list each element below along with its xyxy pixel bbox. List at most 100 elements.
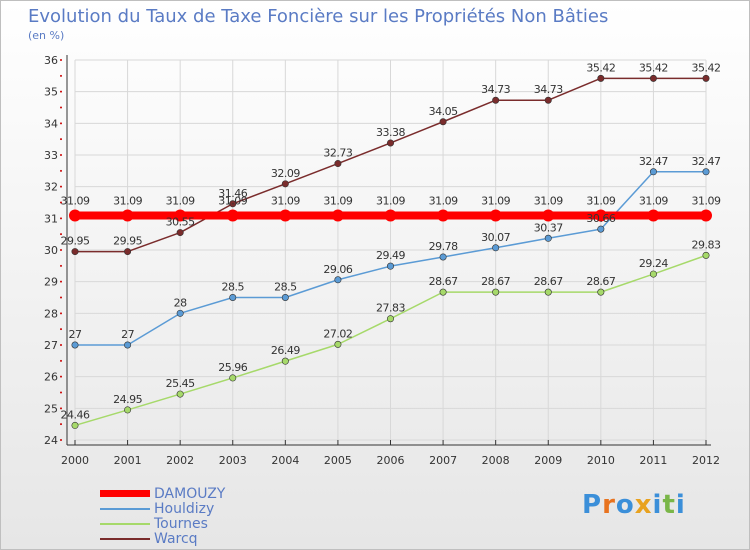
data-point-houldizy: [597, 225, 605, 233]
logo-letter: i: [675, 490, 686, 520]
y-tick-label: 26: [44, 371, 58, 384]
data-point-damouzy: [226, 209, 239, 222]
data-label: 24.46: [61, 408, 90, 421]
data-label: 34.73: [534, 83, 563, 96]
y-minor-dot: [60, 423, 62, 426]
data-label: 32.73: [323, 147, 352, 160]
data-point-damouzy: [542, 209, 555, 222]
data-label: 30.07: [481, 231, 510, 244]
data-label: 29.78: [429, 240, 458, 253]
data-point-tournes: [386, 315, 394, 323]
data-point-damouzy: [174, 209, 187, 222]
data-label: 31.09: [113, 194, 142, 207]
data-label: 28.67: [481, 275, 510, 288]
data-point-tournes: [597, 288, 605, 296]
y-tick-dot: [60, 59, 62, 61]
data-point-warcq: [176, 229, 184, 237]
data-label: 28: [174, 296, 187, 309]
data-point-warcq: [386, 139, 394, 147]
data-point-tournes: [176, 390, 184, 398]
data-label: 31.09: [218, 194, 247, 207]
data-point-damouzy: [700, 209, 712, 222]
data-point-houldizy: [702, 168, 710, 176]
axes: 24 25 26 27 28 29 30 31 32 33 34 35 36 2000 2001 2002 20…: [44, 54, 720, 467]
proxiti-logo: Proxiti: [582, 490, 686, 520]
data-label: 29.83: [692, 238, 721, 251]
logo-letter: t: [662, 490, 676, 520]
data-point-warcq: [702, 74, 710, 82]
logo-letter: i: [652, 490, 663, 520]
x-tick-label: 2007: [429, 454, 457, 467]
legend-item-houldizy: Houldizy: [100, 501, 225, 516]
data-label: 29.24: [639, 257, 668, 270]
data-point-tournes: [229, 374, 237, 382]
legend-item-tournes: Tournes: [100, 516, 225, 531]
data-point-houldizy: [71, 341, 79, 349]
data-label: 29.95: [61, 235, 90, 248]
data-labels: 29.95 29.95 30.55 31.46 32.09 32.73 33.38 34.05…: [61, 61, 722, 421]
data-label: 33.38: [376, 126, 405, 139]
data-point-warcq: [649, 74, 657, 82]
data-point-warcq: [229, 200, 237, 208]
data-point-tournes: [281, 357, 289, 365]
y-tick-label: 36: [44, 54, 58, 67]
y-minor-dot: [60, 296, 62, 299]
data-point-damouzy: [121, 209, 134, 222]
x-tick-label: 2011: [639, 454, 667, 467]
data-label: 31.09: [586, 194, 615, 207]
data-point-warcq: [544, 96, 552, 104]
logo-letter: r: [602, 490, 616, 520]
data-label: 31.09: [376, 194, 405, 207]
data-point-warcq: [334, 160, 342, 168]
y-minor-dot: [60, 138, 62, 141]
data-point-damouzy: [489, 209, 502, 222]
y-minor-dot: [60, 328, 62, 331]
unit-label: (en %): [28, 29, 65, 42]
data-label: 31.09: [61, 194, 90, 207]
y-tick-dot: [60, 344, 62, 346]
data-point-tournes: [71, 421, 79, 429]
y-tick-label: 31: [44, 212, 58, 225]
data-point-damouzy: [331, 209, 344, 222]
data-label: 28.5: [222, 281, 245, 294]
data-label: 35.42: [586, 61, 615, 74]
data-point-houldizy: [334, 276, 342, 284]
data-label: 31.09: [481, 194, 510, 207]
y-minor-dot: [60, 233, 62, 236]
data-label: 27: [121, 328, 134, 341]
data-label: 30.55: [166, 216, 195, 229]
x-tick-label: 2006: [377, 454, 405, 467]
data-point-houldizy: [281, 293, 289, 301]
data-label: 25.96: [218, 361, 247, 374]
x-tick-label: 2000: [61, 454, 89, 467]
data-point-damouzy: [594, 209, 607, 222]
data-label: 32.47: [639, 155, 668, 168]
data-point-houldizy: [229, 293, 237, 301]
x-tick-label: 2005: [324, 454, 352, 467]
data-point-damouzy: [279, 209, 292, 222]
y-tick-dot: [60, 185, 62, 188]
x-tick-label: 2009: [534, 454, 562, 467]
y-minor-dot: [60, 201, 62, 204]
data-label: 31.09: [692, 194, 721, 207]
data-label: 27.02: [323, 327, 352, 340]
data-point-houldizy: [176, 309, 184, 317]
data-label: 35.42: [639, 61, 668, 74]
y-minor-dot: [60, 74, 62, 77]
data-label: 30.37: [534, 221, 563, 234]
x-tick-label: 2001: [114, 454, 142, 467]
data-point-warcq: [492, 96, 500, 104]
data-label: 29.49: [376, 249, 405, 262]
legend-swatch: [100, 507, 150, 510]
y-tick-label: 25: [44, 402, 58, 415]
y-tick-dot: [60, 439, 62, 441]
y-tick-label: 35: [44, 86, 58, 99]
y-tick-label: 28: [44, 307, 58, 320]
legend-label: Houldizy: [154, 500, 215, 517]
y-tick-dot: [60, 154, 62, 156]
logo-letter: P: [582, 490, 603, 520]
legend-swatch: [100, 537, 150, 540]
data-label: 32.09: [271, 167, 300, 180]
y-tick-dot: [60, 407, 62, 410]
